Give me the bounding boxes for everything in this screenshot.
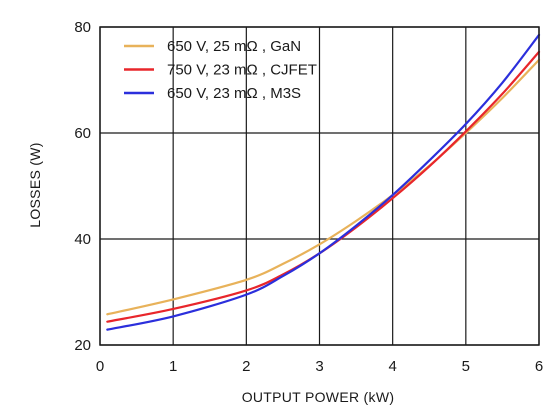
series-lines — [106, 33, 541, 331]
x-tick-label: 4 — [388, 358, 396, 375]
y-tick-label: 20 — [74, 337, 91, 354]
legend-entry: 650 V, 25 mΩ , GaN — [124, 38, 301, 55]
series-line-3 — [106, 33, 541, 331]
grid-lines — [99, 26, 540, 346]
legend-entry: 750 V, 23 mΩ , CJFET — [124, 62, 317, 79]
x-tick-label: 3 — [315, 358, 323, 375]
y-tick-label: 60 — [74, 125, 91, 142]
legend-label: 750 V, 23 mΩ , CJFET — [167, 62, 317, 79]
x-tick-label: 5 — [462, 358, 470, 375]
y-tick-label: 80 — [74, 19, 91, 36]
legend-label: 650 V, 23 mΩ , M3S — [167, 85, 301, 102]
x-axis-label: OUTPUT POWER (kW) — [242, 389, 395, 405]
tick-labels: 0 1 2 3 4 5 6 20 40 60 80 — [74, 19, 543, 375]
x-tick-label: 1 — [169, 358, 177, 375]
y-axis-label: LOSSES (W) — [27, 142, 43, 227]
plot-frame — [99, 26, 540, 346]
series-line-2 — [106, 50, 541, 323]
x-tick-label: 0 — [96, 358, 104, 375]
series-line-1 — [106, 58, 541, 316]
legend-entry: 650 V, 23 mΩ , M3S — [124, 85, 301, 102]
x-tick-label: 2 — [242, 358, 250, 375]
x-tick-label: 6 — [535, 358, 543, 375]
legend-label: 650 V, 25 mΩ , GaN — [167, 38, 301, 55]
y-tick-label: 40 — [74, 231, 91, 248]
legend: 650 V, 25 mΩ , GaN 750 V, 23 mΩ , CJFET 65… — [124, 38, 317, 102]
